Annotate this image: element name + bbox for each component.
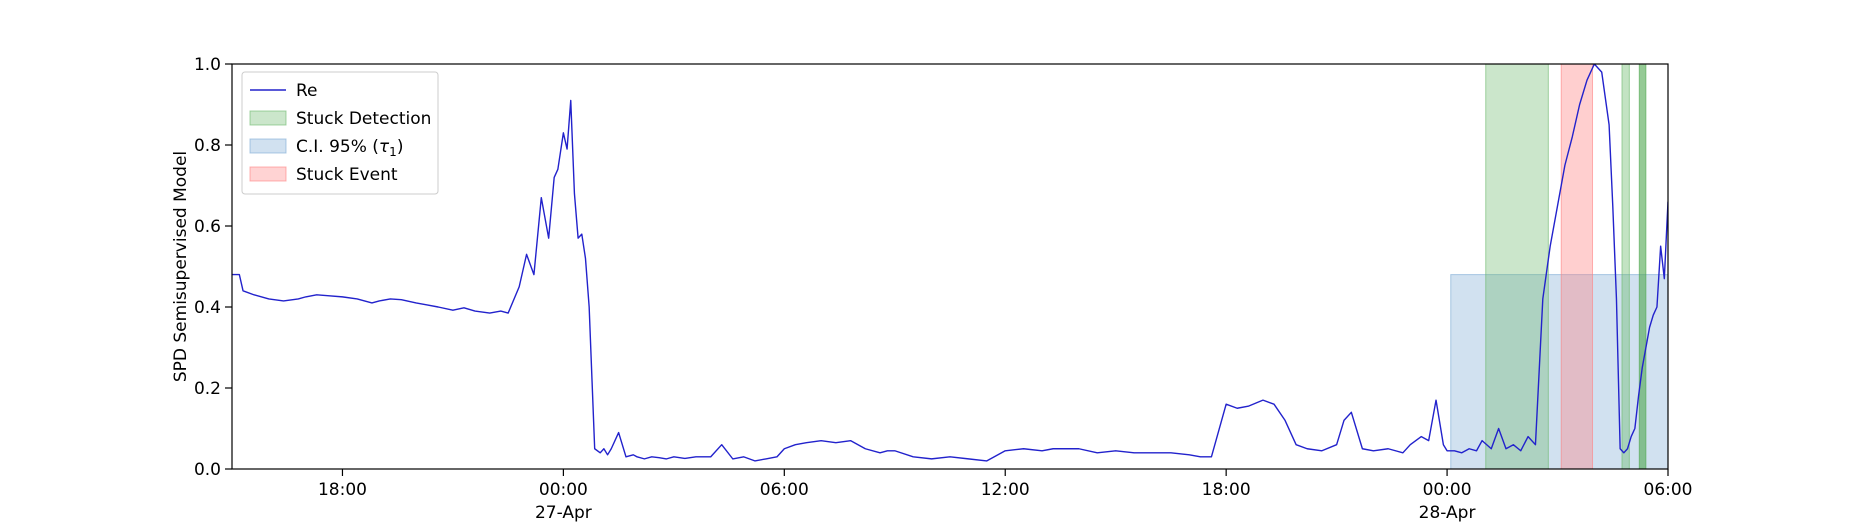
x-tick-label: 00:00 (539, 480, 588, 500)
legend-swatch-stuck-event (249, 166, 287, 182)
legend-label-suffix: ) (397, 137, 404, 157)
x-tick-label: 00:00 (1423, 480, 1472, 500)
legend-label-re: Re (296, 81, 318, 101)
y-tick-label: 1.0 (194, 55, 221, 75)
region-ci-0 (1450, 274, 1668, 469)
legend-label-subscript: 1 (389, 145, 397, 159)
y-tick-label: 0.4 (194, 298, 221, 318)
y-tick-label: 0.6 (194, 217, 221, 237)
plot-frame (231, 63, 1669, 470)
region-stuck-detection-4 (1638, 64, 1647, 469)
legend-label-ci: C.I. 95% (τ1) (296, 137, 403, 159)
legend-swatch-stuck-detection (249, 110, 287, 126)
y-tick-label: 0.8 (194, 136, 221, 156)
y-axis: 0.0 0.2 0.4 0.6 0.8 1.0 (194, 55, 232, 480)
legend-label-text: Re (296, 81, 318, 101)
legend-swatch-ci (249, 138, 287, 154)
x-axis: 18:0000:0027-Apr200006:0012:0018:0000:00… (318, 469, 1693, 523)
y-tick-label: 0.0 (194, 460, 221, 480)
legend-label-stuck-detection: Stuck Detection (296, 109, 431, 129)
y-axis-title: SPD Semisupervised Model (171, 151, 191, 382)
shaded-regions (1450, 64, 1668, 469)
legend-label-text: Stuck Detection (296, 109, 431, 129)
legend-label-text: Stuck Event (296, 165, 398, 185)
region-stuck-event-2 (1560, 64, 1594, 469)
series-line-re (232, 64, 1668, 462)
x-tick-label: 18:00 (318, 480, 367, 500)
x-tick-label: 06:00 (1644, 480, 1693, 500)
x-tick-label: 18:00 (1202, 480, 1251, 500)
legend: Re Stuck Detection C.I. 95% (τ1) Stuck Even… (241, 71, 439, 195)
legend-label-text: C.I. 95% ( (296, 137, 379, 157)
legend-label-stuck-event: Stuck Event (296, 165, 398, 185)
y-tick-label: 0.2 (194, 379, 221, 399)
legend-label-tau: τ (379, 137, 390, 157)
series-layer (232, 64, 1668, 462)
x-tick-label: 06:00 (760, 480, 809, 500)
x-tick-label: 12:00 (981, 480, 1030, 500)
region-stuck-detection-3 (1621, 64, 1630, 469)
x-tick-date-label: 27-Apr (535, 503, 592, 523)
x-tick-date-label: 28-Apr (1419, 503, 1476, 523)
legend-box (241, 71, 439, 195)
region-stuck-detection-1 (1485, 64, 1549, 469)
